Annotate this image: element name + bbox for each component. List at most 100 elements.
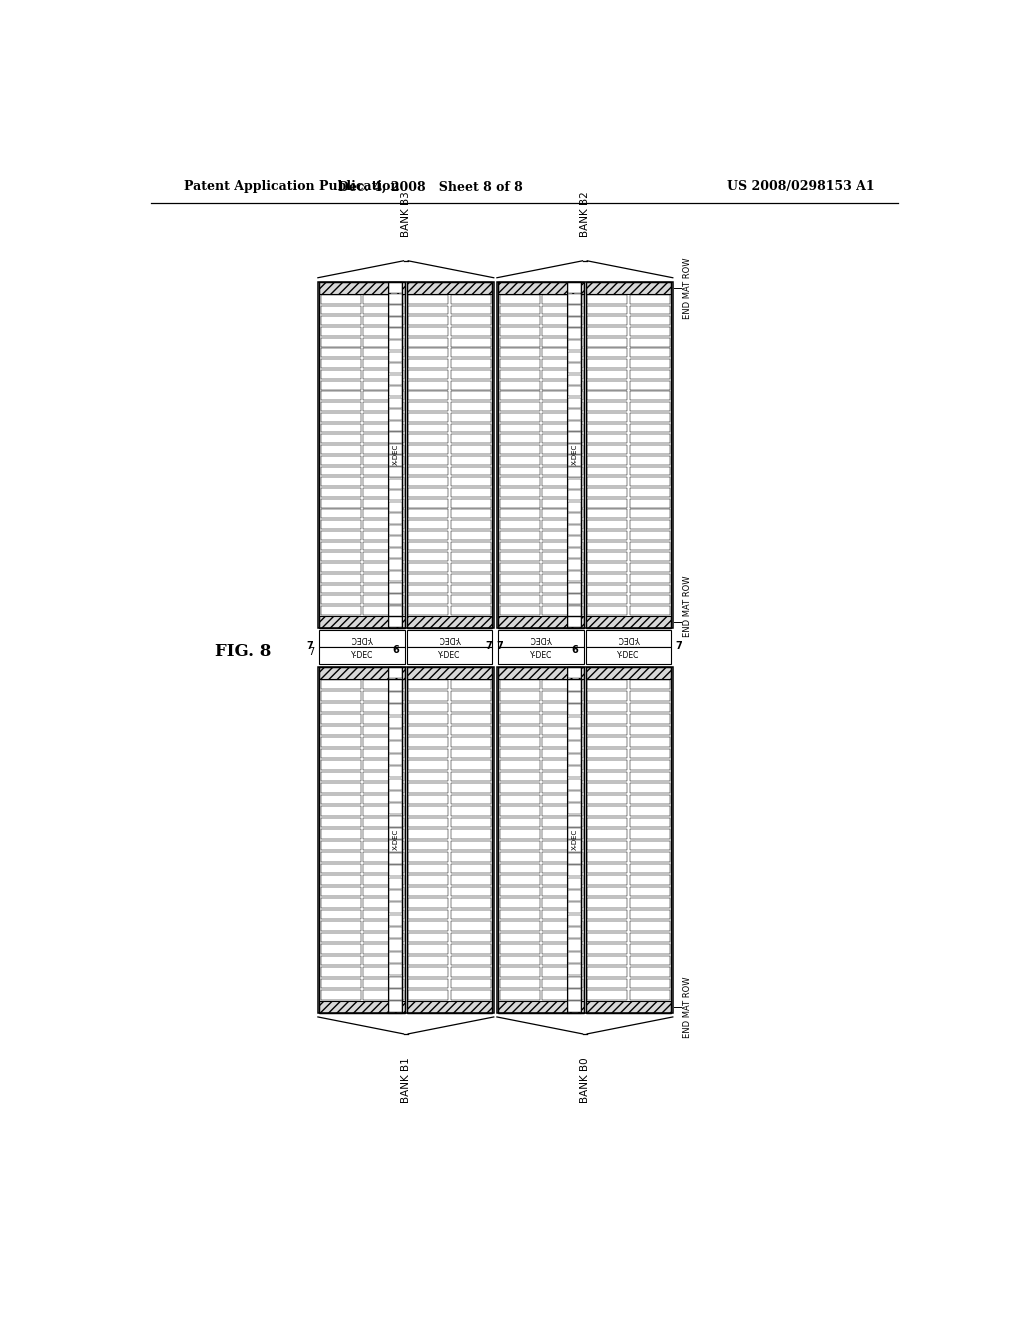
Bar <box>409 585 449 594</box>
Bar <box>451 466 492 475</box>
Bar <box>409 499 449 508</box>
Bar <box>499 281 584 294</box>
Bar <box>451 863 492 874</box>
Bar <box>319 631 404 647</box>
Bar <box>543 990 583 999</box>
Bar <box>389 717 401 727</box>
Bar <box>587 574 628 582</box>
Bar <box>587 413 628 422</box>
Bar <box>409 359 449 368</box>
Bar <box>409 829 449 840</box>
Bar <box>587 606 628 615</box>
Bar <box>409 317 449 325</box>
Bar <box>451 702 492 713</box>
Bar <box>451 783 492 793</box>
Bar <box>364 772 403 781</box>
Bar <box>389 433 401 442</box>
Bar <box>364 359 403 368</box>
Bar <box>321 317 360 325</box>
Bar <box>543 392 583 400</box>
Bar <box>364 552 403 561</box>
Bar <box>364 541 403 550</box>
Bar <box>500 714 540 723</box>
Bar <box>500 748 540 759</box>
Bar <box>451 726 492 735</box>
Bar <box>630 978 670 989</box>
Bar <box>389 729 401 741</box>
Bar <box>409 434 449 444</box>
Bar <box>407 631 493 647</box>
Bar <box>543 606 583 615</box>
Bar <box>389 989 401 1001</box>
Bar <box>568 964 581 975</box>
Bar <box>587 392 628 400</box>
Bar <box>451 380 492 389</box>
Bar <box>543 552 583 561</box>
Bar <box>630 327 670 335</box>
Bar <box>543 738 583 747</box>
Bar <box>500 606 540 615</box>
Bar <box>630 921 670 931</box>
Bar <box>630 841 670 850</box>
Bar <box>409 606 449 615</box>
Bar <box>630 466 670 475</box>
Bar <box>497 667 673 1014</box>
Bar <box>543 434 583 444</box>
Bar <box>409 990 449 999</box>
Bar <box>389 766 401 777</box>
Bar <box>319 667 404 678</box>
Bar <box>587 863 628 874</box>
Bar <box>321 466 360 475</box>
Bar <box>543 692 583 701</box>
Bar <box>568 294 581 304</box>
Bar <box>630 933 670 942</box>
Bar <box>319 647 404 664</box>
Bar <box>364 990 403 999</box>
Bar <box>451 680 492 689</box>
Bar <box>409 968 449 977</box>
Bar <box>389 878 401 888</box>
Bar <box>451 488 492 496</box>
Bar <box>389 351 401 362</box>
Bar <box>451 413 492 422</box>
Bar <box>497 281 673 628</box>
Bar <box>364 317 403 325</box>
Bar <box>321 807 360 816</box>
Bar <box>587 680 628 689</box>
Bar <box>364 748 403 759</box>
Bar <box>389 536 401 546</box>
Bar <box>568 667 581 678</box>
Text: Y-DEC: Y-DEC <box>529 651 552 660</box>
Bar <box>389 594 401 605</box>
Bar <box>568 816 581 826</box>
Bar <box>389 828 401 840</box>
Bar <box>543 380 583 389</box>
Bar <box>389 479 401 488</box>
Bar <box>587 921 628 931</box>
Bar <box>389 294 401 304</box>
Bar <box>364 466 403 475</box>
Bar <box>543 574 583 582</box>
Bar <box>364 564 403 572</box>
Bar <box>364 702 403 713</box>
Bar <box>451 944 492 954</box>
Bar <box>389 525 401 535</box>
Bar <box>587 726 628 735</box>
Bar <box>568 940 581 950</box>
Bar <box>321 338 360 347</box>
Bar <box>586 281 672 294</box>
Bar <box>319 281 404 294</box>
Bar <box>543 702 583 713</box>
Bar <box>389 421 401 432</box>
Bar <box>568 363 581 374</box>
Bar <box>321 488 360 496</box>
Bar <box>499 678 584 1001</box>
Bar <box>451 348 492 358</box>
Bar <box>500 702 540 713</box>
Bar <box>568 865 581 876</box>
Text: BANK B0: BANK B0 <box>580 1057 590 1104</box>
Bar <box>587 424 628 433</box>
Bar <box>568 582 581 593</box>
Bar <box>543 370 583 379</box>
Text: X-DEC: X-DEC <box>571 829 578 850</box>
